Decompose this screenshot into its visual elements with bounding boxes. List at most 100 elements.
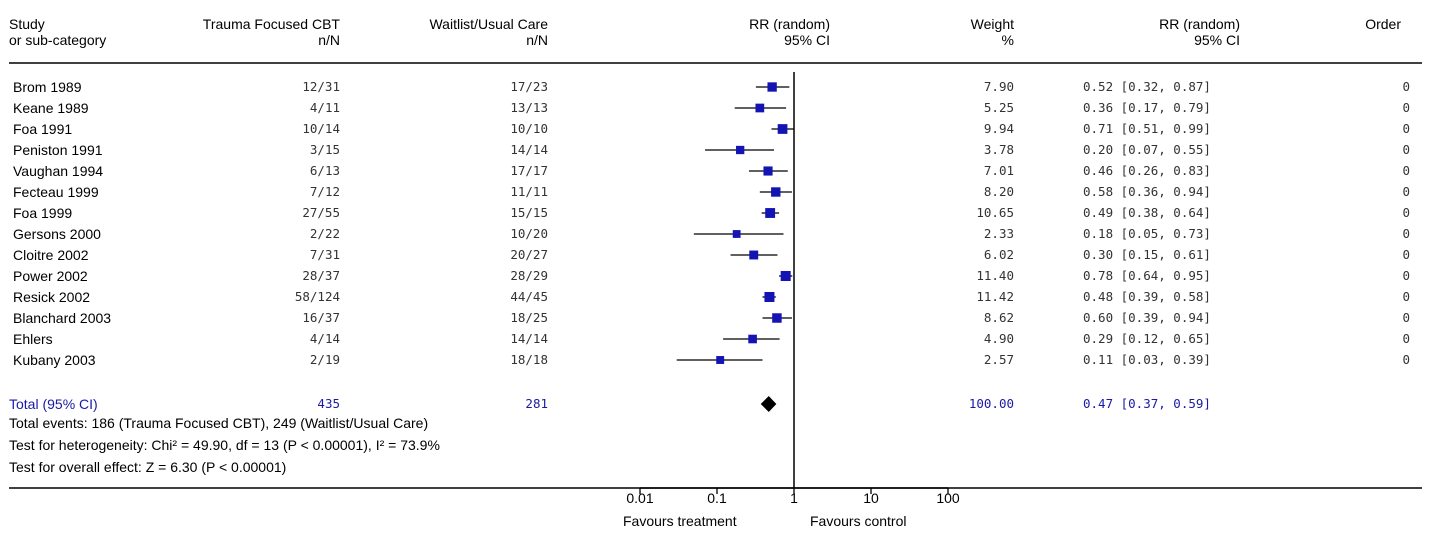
order-value: 0	[1402, 121, 1410, 136]
rr-ci-text: 0.71 [0.51, 0.99]	[1083, 121, 1211, 136]
header-treatment: Trauma Focused CBT n/N	[200, 16, 340, 48]
treatment-events: 7/12	[309, 184, 340, 199]
header-treatment-line1: Trauma Focused CBT	[202, 16, 340, 32]
study-name: Ehlers	[13, 331, 53, 347]
treatment-events: 16/37	[302, 310, 340, 325]
table-row: Brom 1989 12/31 17/23 7.90 0.52 [0.32, 0.87]…	[0, 77, 1437, 98]
total-label: Total (95% CI)	[9, 396, 98, 412]
header-weight: Weight %	[940, 16, 1014, 48]
header-study-line2: or sub-category	[9, 32, 107, 48]
header-study: Study or sub-category	[9, 16, 106, 48]
study-name: Fecteau 1999	[13, 184, 99, 200]
point-estimate-marker	[771, 187, 781, 197]
point-estimate-marker	[749, 250, 759, 260]
header-rr-plot-line2: 95% CI	[784, 32, 830, 48]
table-row: Gersons 2000 2/22 10/20 2.33 0.18 [0.05, 0.7…	[0, 224, 1437, 245]
point-estimate-marker	[763, 166, 773, 176]
total-row: Total (95% CI) 435 281 100.00 0.47 [0.37…	[0, 394, 1437, 415]
weight-value: 8.62	[983, 310, 1014, 325]
total-weight: 100.00	[968, 396, 1014, 411]
table-row: Keane 1989 4/11 13/13 5.25 0.36 [0.17, 0.79]…	[0, 98, 1437, 119]
header-control-line2: n/N	[526, 32, 548, 48]
control-events: 13/13	[510, 100, 548, 115]
control-events: 14/14	[510, 331, 548, 346]
order-value: 0	[1402, 205, 1410, 220]
point-estimate-marker	[764, 292, 775, 302]
control-events: 15/15	[510, 205, 548, 220]
control-events: 14/14	[510, 142, 548, 157]
table-row: Fecteau 1999 7/12 11/11 8.20 0.58 [0.36, 0.9…	[0, 182, 1437, 203]
order-value: 0	[1402, 247, 1410, 262]
header-weight-line2: %	[1001, 32, 1014, 48]
rr-ci-text: 0.30 [0.15, 0.61]	[1083, 247, 1211, 262]
rr-ci-text: 0.49 [0.38, 0.64]	[1083, 205, 1211, 220]
header-study-line1: Study	[9, 16, 45, 32]
control-events: 18/25	[510, 310, 548, 325]
order-value: 0	[1402, 352, 1410, 367]
rr-ci-text: 0.52 [0.32, 0.87]	[1083, 79, 1211, 94]
table-row: Peniston 1991 3/15 14/14 3.78 0.20 [0.07, 0.…	[0, 140, 1437, 161]
treatment-events: 4/14	[309, 331, 340, 346]
order-value: 0	[1402, 268, 1410, 283]
weight-value: 11.40	[976, 268, 1014, 283]
header-rr-ci: RR (random) 95% CI	[1090, 16, 1240, 48]
x-tick-label: 0.01	[626, 490, 653, 506]
table-row: Resick 2002 58/124 44/45 11.42 0.48 [0.39, 0…	[0, 287, 1437, 308]
control-events: 17/17	[510, 163, 548, 178]
weight-value: 4.90	[983, 331, 1014, 346]
table-row: Kubany 2003 2/19 18/18 2.57 0.11 [0.03, 0.39…	[0, 350, 1437, 371]
treatment-events: 7/31	[309, 247, 340, 262]
footnote-events: Total events: 186 (Trauma Focused CBT), …	[9, 415, 429, 431]
order-value: 0	[1402, 184, 1410, 199]
study-name: Foa 1999	[13, 205, 73, 221]
weight-value: 5.25	[983, 100, 1014, 115]
header-rr-plot-line1: RR (random)	[749, 16, 830, 32]
rr-ci-text: 0.20 [0.07, 0.55]	[1083, 142, 1211, 157]
control-events: 17/23	[510, 79, 548, 94]
treatment-events: 27/55	[302, 205, 340, 220]
x-tick-label: 0.1	[707, 490, 727, 506]
weight-value: 7.90	[983, 79, 1014, 94]
header-control-line1: Waitlist/Usual Care	[429, 16, 548, 32]
favours-treatment-label: Favours treatment	[623, 513, 737, 529]
rr-ci-text: 0.46 [0.26, 0.83]	[1083, 163, 1211, 178]
study-name: Gersons 2000	[13, 226, 101, 242]
table-row: Cloitre 2002 7/31 20/27 6.02 0.30 [0.15, 0.6…	[0, 245, 1437, 266]
table-row: Foa 1999 27/55 15/15 10.65 0.49 [0.38, 0.64]…	[0, 203, 1437, 224]
study-name: Power 2002	[13, 268, 88, 284]
footnote-overall-effect: Test for overall effect: Z = 6.30 (P < 0…	[9, 459, 287, 475]
order-value: 0	[1402, 226, 1410, 241]
treatment-events: 28/37	[302, 268, 340, 283]
treatment-events: 2/22	[309, 226, 340, 241]
header-control: Waitlist/Usual Care n/N	[400, 16, 548, 48]
x-axis-ticks: 0.01 0.1 1 10 100	[626, 488, 960, 506]
favours-control-label: Favours control	[810, 513, 907, 529]
footnote-heterogeneity: Test for heterogeneity: Chi² = 49.90, df…	[9, 437, 440, 453]
point-estimate-marker	[732, 230, 741, 238]
point-estimate-marker	[780, 271, 791, 281]
rr-ci-text: 0.60 [0.39, 0.94]	[1083, 310, 1211, 325]
control-events: 10/10	[510, 121, 548, 136]
header-rr-ci-line1: RR (random)	[1159, 16, 1240, 32]
order-value: 0	[1402, 289, 1410, 304]
x-tick-label: 10	[863, 490, 879, 506]
rr-ci-text: 0.78 [0.64, 0.95]	[1083, 268, 1211, 283]
pooled-diamond	[760, 396, 777, 412]
point-estimate-marker	[767, 82, 777, 92]
total-treatment: 435	[317, 396, 340, 411]
order-value: 0	[1402, 163, 1410, 178]
point-estimate-marker	[777, 124, 788, 134]
study-name: Resick 2002	[13, 289, 91, 305]
table-row: Power 2002 28/37 28/29 11.40 0.78 [0.64, 0.9…	[0, 266, 1437, 287]
table-row: Blanchard 2003 16/37 18/25 8.62 0.60 [0.39, …	[0, 308, 1437, 329]
weight-value: 10.65	[976, 205, 1014, 220]
control-events: 28/29	[510, 268, 548, 283]
header-order: Order	[1320, 16, 1401, 32]
total-control: 281	[525, 396, 548, 411]
order-value: 0	[1402, 79, 1410, 94]
study-name: Keane 1989	[13, 100, 89, 116]
study-name: Vaughan 1994	[13, 163, 104, 179]
header-weight-line1: Weight	[970, 16, 1014, 32]
weight-value: 11.42	[976, 289, 1014, 304]
